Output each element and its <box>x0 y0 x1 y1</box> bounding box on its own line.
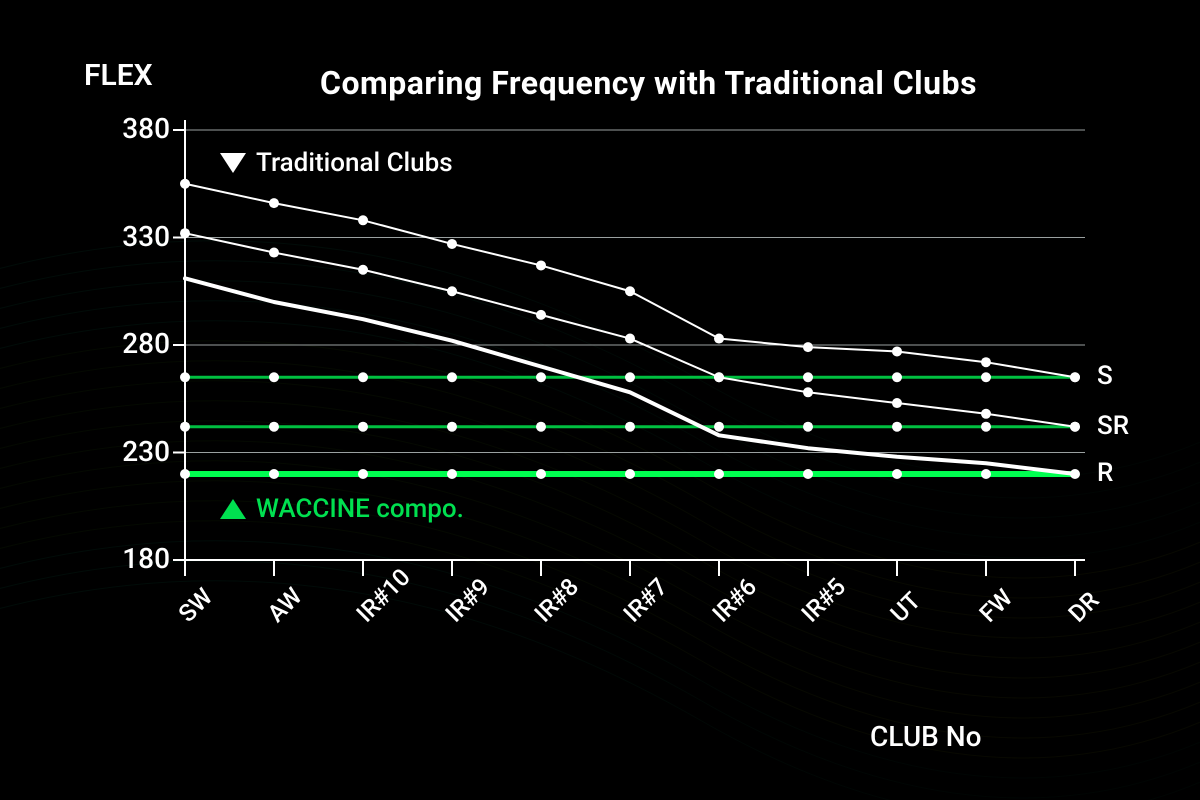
plot-area <box>0 0 1200 800</box>
frequency-chart: Comparing Frequency with Traditional Clu… <box>0 0 1200 800</box>
